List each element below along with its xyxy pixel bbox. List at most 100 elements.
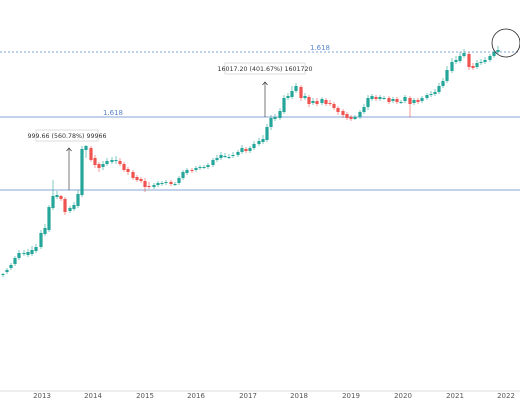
candle-body xyxy=(433,92,437,94)
candle-body xyxy=(412,100,416,103)
measure-label: 999.66 (560.78%) 99966 xyxy=(28,133,107,140)
candle-body xyxy=(437,86,441,92)
candle-body xyxy=(202,167,206,168)
candle-body xyxy=(391,99,395,101)
candle-body xyxy=(177,178,181,183)
candle-body xyxy=(265,127,269,140)
candle-body xyxy=(269,118,273,127)
candle-body xyxy=(156,183,160,185)
x-tick-label: 2015 xyxy=(136,392,154,400)
candle-body xyxy=(358,112,362,117)
candle-body xyxy=(152,185,156,187)
candle-body xyxy=(244,149,248,151)
candle-body xyxy=(341,111,345,115)
candle-body xyxy=(43,228,47,234)
candle-body xyxy=(307,97,311,104)
candle-body xyxy=(483,60,487,62)
candle-body xyxy=(194,168,198,170)
fib-lines: 1.618 1.618 xyxy=(0,44,520,191)
candle-body xyxy=(492,52,496,56)
candle-body xyxy=(26,252,30,255)
candle-body xyxy=(303,96,307,98)
x-tick-label: 2018 xyxy=(290,392,308,400)
candle-body xyxy=(315,101,319,104)
candle-body xyxy=(286,96,290,98)
candle-body xyxy=(336,108,340,112)
candle-body xyxy=(215,158,219,160)
x-tick-label: 2021 xyxy=(446,392,464,400)
candle-body xyxy=(441,81,445,86)
candle-body xyxy=(345,114,349,118)
candle-body xyxy=(248,148,252,151)
candle-body xyxy=(55,195,59,197)
candle-body xyxy=(59,196,63,199)
candle-body xyxy=(139,179,143,181)
candle-body xyxy=(63,199,67,212)
candle-body xyxy=(198,167,202,168)
x-axis-ticks: 2013 2014 2015 2016 2017 2018 2019 2020 2021 2022 xyxy=(33,392,515,400)
candle-body xyxy=(47,207,51,230)
candle-body xyxy=(110,160,114,162)
candle-body xyxy=(206,165,210,167)
candle-body xyxy=(143,181,147,187)
candle-body xyxy=(257,141,261,144)
candle-body xyxy=(13,258,17,264)
candle-body xyxy=(147,186,151,187)
candle-body xyxy=(219,155,223,158)
candle-body xyxy=(68,208,72,211)
candle-body xyxy=(190,170,194,171)
candle-body xyxy=(408,98,412,104)
x-tick-label: 2016 xyxy=(187,392,205,400)
candle-body xyxy=(93,158,97,165)
candle-body xyxy=(5,270,9,272)
candle-body xyxy=(387,98,391,102)
candle-body xyxy=(324,100,328,104)
candle-body xyxy=(454,60,458,62)
candle-body xyxy=(471,66,475,68)
candle-body xyxy=(382,98,386,99)
candle-body xyxy=(1,274,5,275)
candle-body xyxy=(278,111,282,118)
candle-body xyxy=(320,99,324,103)
candle-body xyxy=(164,182,168,183)
candle-body xyxy=(122,164,126,170)
candle-body xyxy=(84,146,88,150)
candle-body xyxy=(231,155,235,156)
candle-body xyxy=(80,149,84,195)
candle-body xyxy=(311,101,315,103)
measure-box xyxy=(35,129,99,142)
candles xyxy=(1,46,500,277)
candle-body xyxy=(479,62,483,63)
candle-body xyxy=(39,233,43,247)
candle-body xyxy=(488,56,492,60)
fib-level-label: 1.618 xyxy=(103,109,123,117)
candle-body xyxy=(261,139,265,142)
measurements: 999.66 (560.78%) 99966 16017.20 (401.67%)… xyxy=(28,62,313,190)
candle-body xyxy=(332,104,336,108)
candle-body xyxy=(22,253,26,254)
x-tick-label: 2017 xyxy=(239,392,257,400)
candle-body xyxy=(403,97,407,101)
candle-body xyxy=(135,177,139,180)
candle-body xyxy=(294,86,298,91)
candle-body xyxy=(240,148,244,152)
candle-body xyxy=(395,99,399,102)
fib-level-label: 1.618 xyxy=(310,44,330,52)
x-tick-label: 2013 xyxy=(33,392,51,400)
candle-body xyxy=(185,170,189,173)
candle-body xyxy=(30,250,34,254)
candle-body xyxy=(101,164,105,167)
candle-body xyxy=(349,117,353,119)
candle-body xyxy=(273,117,277,119)
candle-body xyxy=(169,182,173,184)
candle-body xyxy=(462,53,466,56)
x-tick-label: 2014 xyxy=(84,392,102,400)
candle-body xyxy=(496,50,500,52)
candle-body xyxy=(160,183,164,184)
candle-body xyxy=(181,172,185,178)
candle-body xyxy=(97,164,101,168)
candle-body xyxy=(362,107,366,112)
candle-body xyxy=(353,117,357,119)
candle-body xyxy=(458,56,462,61)
